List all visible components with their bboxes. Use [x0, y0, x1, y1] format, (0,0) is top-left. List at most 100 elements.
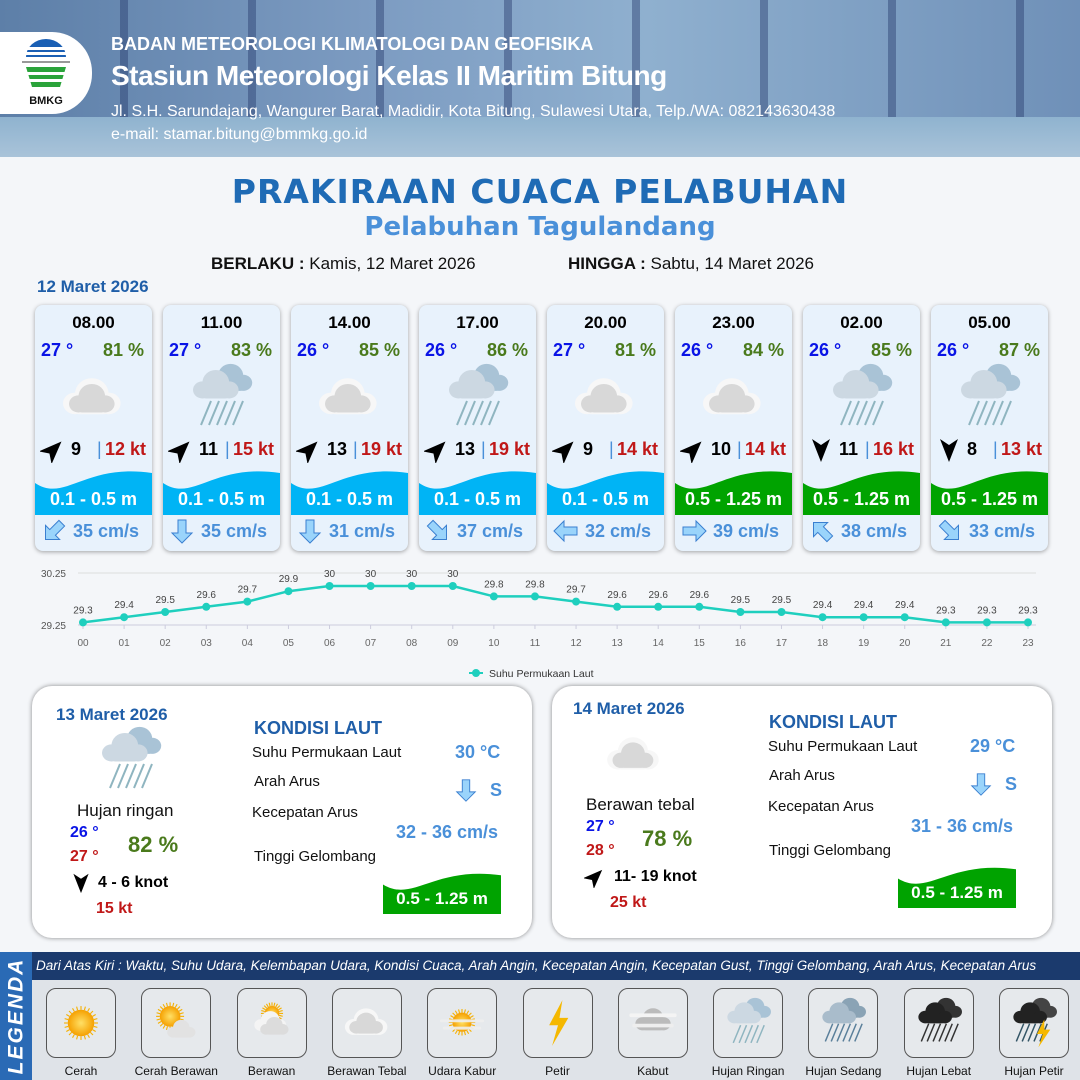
current-speed: 37 cm/s	[457, 521, 524, 541]
forecast-card: 14.00 26 ° 85 % 13 | 19 kt 0.1 - 0.5 m 3…	[291, 305, 408, 551]
x-tick-label: 06	[324, 638, 336, 649]
separator: |	[97, 439, 102, 459]
legend-item	[808, 988, 879, 1058]
current-direction-value: S	[1005, 774, 1018, 794]
data-point[interactable]	[120, 613, 129, 622]
data-point[interactable]	[900, 613, 909, 622]
data-point[interactable]	[284, 587, 293, 596]
separator: |	[865, 439, 870, 459]
wind-direction-icon	[550, 441, 574, 465]
data-label: 29.3	[977, 605, 997, 616]
data-point[interactable]	[1024, 618, 1032, 627]
data-point[interactable]	[489, 592, 498, 601]
gust-speed: 19 kt	[488, 439, 530, 459]
legend-item	[903, 988, 974, 1058]
humidity: 85 %	[870, 340, 912, 360]
y-tick: 29.25	[41, 621, 66, 632]
x-tick-label: 07	[365, 638, 377, 649]
wave-label: Tinggi Gelombang	[769, 842, 892, 859]
data-point[interactable]	[530, 592, 539, 601]
data-point[interactable]	[736, 608, 745, 616]
port-name: Pelabuhan Tagulandang	[364, 212, 716, 242]
current-direction-icon	[426, 519, 447, 540]
wind-direction-icon	[294, 441, 318, 465]
gust-speed: 19 kt	[360, 439, 402, 459]
wind-direction-icon	[940, 439, 958, 462]
forecast-card: 11.00 27 ° 83 % 11 | 15 kt 0.1 - 0.5 m 3…	[163, 305, 280, 551]
bmkg-logo-icon	[22, 39, 70, 87]
banner-floor	[0, 117, 1080, 157]
gust-speed: 16 kt	[872, 439, 914, 459]
air-temperature: 26 °	[425, 340, 458, 360]
current-speed-value: 32 - 36 cm/s	[396, 822, 499, 842]
current-direction-value: S	[490, 780, 503, 800]
legend-item-label: Udara Kabur	[428, 1064, 497, 1078]
legend: LEGENDA Dari Atas Kiri : Waktu, Suhu Uda…	[0, 952, 1080, 1080]
data-label: 29.8	[525, 579, 545, 590]
wave-height: 0.1 - 0.5 m	[561, 489, 650, 509]
separator: |	[225, 439, 230, 459]
legend-item-label: Hujan Sedang	[805, 1064, 882, 1078]
humidity: 81 %	[614, 340, 656, 360]
current-direction-icon	[455, 779, 477, 802]
current-direction-icon	[170, 519, 194, 544]
legend-item	[713, 988, 784, 1058]
x-tick-label: 03	[201, 638, 213, 649]
valid-from-label: BERLAKU :	[211, 254, 305, 273]
wind-direction-icon	[73, 873, 89, 894]
data-point[interactable]	[859, 613, 868, 622]
x-tick-label: 19	[858, 638, 870, 649]
hujan-petir-icon	[1013, 997, 1057, 1048]
data-point[interactable]	[161, 608, 170, 616]
data-point[interactable]	[572, 597, 581, 606]
data-point[interactable]	[654, 602, 663, 611]
data-point[interactable]	[818, 613, 827, 622]
data-label: 29.7	[566, 585, 586, 596]
forecast-time: 11.00	[200, 313, 243, 332]
data-point[interactable]	[243, 597, 252, 606]
data-point[interactable]	[366, 582, 375, 590]
current-speed: 35 cm/s	[73, 521, 140, 541]
wind-speed: 10	[711, 439, 732, 459]
forecast-card: 20.00 27 ° 81 % 9 | 14 kt 0.1 - 0.5 m 32…	[547, 305, 664, 551]
legend-item-label: Hujan Lebat	[906, 1064, 972, 1078]
berawan-tebal-icon	[607, 737, 659, 770]
hujan-ringan-icon	[193, 363, 253, 426]
data-point[interactable]	[325, 582, 334, 590]
data-point[interactable]	[941, 618, 950, 627]
wave-icon	[803, 471, 920, 515]
data-point[interactable]	[695, 602, 704, 611]
wind-direction-icon	[678, 441, 702, 465]
legend-label[interactable]: Suhu Permukaan Laut	[489, 668, 594, 680]
data-point[interactable]	[613, 602, 622, 611]
separator: |	[609, 439, 614, 459]
wave-height: 0.5 - 1.25 m	[940, 489, 1039, 509]
gust-speed: 15 kt	[96, 900, 133, 917]
data-point[interactable]	[407, 582, 416, 590]
air-temperature: 27 °	[169, 340, 202, 360]
data-label: 29.6	[607, 590, 627, 601]
wind-direction-icon	[166, 441, 190, 465]
data-point[interactable]	[982, 618, 991, 627]
separator: |	[993, 439, 998, 459]
data-point[interactable]	[202, 602, 211, 611]
current-direction-icon	[298, 519, 322, 544]
legend-item	[141, 988, 212, 1058]
x-tick-label: 10	[488, 638, 500, 649]
legend-item	[236, 988, 307, 1058]
data-point[interactable]	[448, 582, 457, 590]
forecast-time: 23.00	[712, 313, 755, 332]
x-tick-label: 17	[776, 638, 788, 649]
data-point[interactable]	[777, 608, 786, 616]
legend-item-label: Kabut	[637, 1064, 669, 1078]
hujan-lebat-icon	[918, 997, 962, 1042]
daily-panel: 13 Maret 2026 Hujan ringan 26 ° 27 ° 82 …	[32, 686, 532, 938]
x-tick-label: 22	[981, 638, 993, 649]
legend-item-label: Hujan Ringan	[711, 1064, 785, 1078]
data-point[interactable]	[79, 618, 87, 627]
max-temperature: 27 °	[70, 848, 99, 865]
wind-speed: 13	[327, 439, 348, 459]
legend-item-label: Berawan Tebal	[327, 1064, 407, 1078]
org-name: BADAN METEOROLOGI KLIMATOLOGI DAN GEOFIS…	[111, 34, 594, 54]
forecast-time: 17.00	[456, 313, 499, 332]
